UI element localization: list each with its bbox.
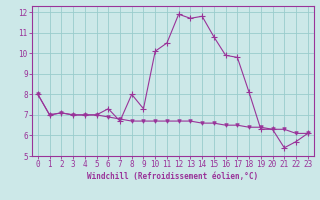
X-axis label: Windchill (Refroidissement éolien,°C): Windchill (Refroidissement éolien,°C) — [87, 172, 258, 181]
